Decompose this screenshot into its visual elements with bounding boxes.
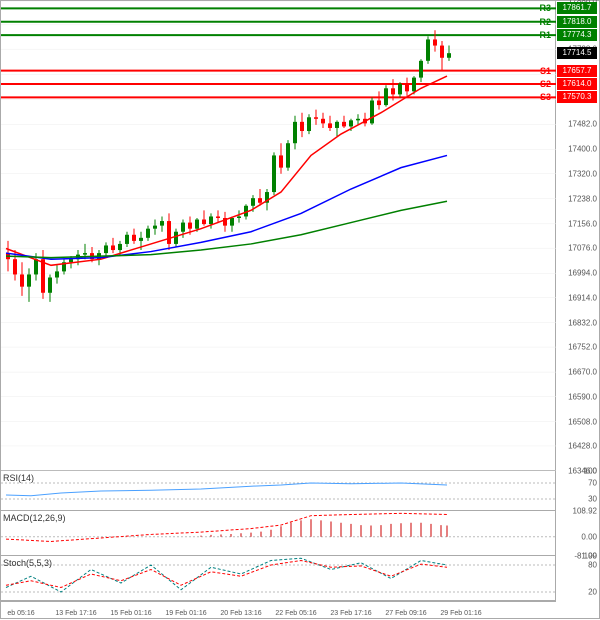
y-tick: 16508.0 xyxy=(568,417,597,426)
rsi-svg xyxy=(1,471,556,511)
pivot-label-s2: S2 xyxy=(540,79,551,89)
y-tick: 16914.0 xyxy=(568,293,597,302)
rsi-ytick: 100 xyxy=(584,467,597,476)
stoch-label: Stoch(5,5,3) xyxy=(3,558,52,568)
pivot-badge-r3: 17861.7 xyxy=(557,2,597,14)
y-tick: 17076.0 xyxy=(568,244,597,253)
y-tick: 16752.0 xyxy=(568,343,597,352)
stoch-svg xyxy=(1,556,556,601)
macd-panel[interactable]: MACD(12,26,9) 108.920.00-81.99 xyxy=(1,511,556,556)
x-tick: 27 Feb 09:16 xyxy=(385,610,426,617)
pivot-label-r1: R1 xyxy=(539,30,551,40)
rsi-ytick: 70 xyxy=(588,479,597,488)
pivot-label-r3: R3 xyxy=(539,3,551,13)
y-tick: 17320.0 xyxy=(568,169,597,178)
stoch-ytick: 20 xyxy=(588,588,597,597)
y-tick: 16590.0 xyxy=(568,392,597,401)
x-tick: 19 Feb 01:16 xyxy=(165,610,206,617)
x-tick: 29 Feb 01:16 xyxy=(440,610,481,617)
x-tick: eb 05:16 xyxy=(7,610,34,617)
x-tick: 20 Feb 13:16 xyxy=(220,610,261,617)
pivot-badge-s1: 17657.7 xyxy=(557,65,597,77)
price-svg xyxy=(1,1,556,471)
x-tick: 15 Feb 01:16 xyxy=(110,610,151,617)
y-tick: 16832.0 xyxy=(568,318,597,327)
y-tick: 17400.0 xyxy=(568,145,597,154)
time-x-axis: eb 05:16 13 Feb 17:16 15 Feb 01:16 19 Feb 0… xyxy=(1,601,556,620)
pivot-label-s1: S1 xyxy=(540,66,551,76)
pivot-badge-s3: 17570.3 xyxy=(557,91,597,103)
macd-label: MACD(12,26,9) xyxy=(3,513,66,523)
y-tick: 16670.0 xyxy=(568,368,597,377)
pivot-badge-r2: 17818.0 xyxy=(557,16,597,28)
current-price-badge: 17714.5 xyxy=(557,47,597,59)
rsi-ytick: 30 xyxy=(588,495,597,504)
stoch-ytick: 100 xyxy=(584,552,597,561)
x-tick: 22 Feb 05:16 xyxy=(275,610,316,617)
rsi-label: RSI(14) xyxy=(3,473,34,483)
pivot-badge-s2: 17614.0 xyxy=(557,78,597,90)
y-tick: 17482.0 xyxy=(568,120,597,129)
y-tick: 16428.0 xyxy=(568,441,597,450)
y-tick: 17156.0 xyxy=(568,219,597,228)
pivot-label-r2: R2 xyxy=(539,17,551,27)
stoch-panel[interactable]: Stoch(5,5,3) 1008020 xyxy=(1,556,556,601)
macd-ytick: 108.92 xyxy=(573,507,597,516)
chart-container: 17886.017808.017728.017646.817564.017482… xyxy=(0,0,600,619)
macd-svg xyxy=(1,511,556,556)
stoch-ytick: 80 xyxy=(588,561,597,570)
macd-ytick: 0.00 xyxy=(581,532,597,541)
rsi-panel[interactable]: RSI(14) 1007030 xyxy=(1,471,556,511)
x-tick: 23 Feb 17:16 xyxy=(330,610,371,617)
main-price-chart[interactable] xyxy=(1,1,556,471)
x-tick: 13 Feb 17:16 xyxy=(55,610,96,617)
y-tick: 17238.0 xyxy=(568,194,597,203)
price-y-axis: 17886.017808.017728.017646.817564.017482… xyxy=(554,1,599,471)
pivot-badge-r1: 17774.3 xyxy=(557,29,597,41)
y-tick: 16994.0 xyxy=(568,269,597,278)
pivot-label-s3: S3 xyxy=(540,92,551,102)
